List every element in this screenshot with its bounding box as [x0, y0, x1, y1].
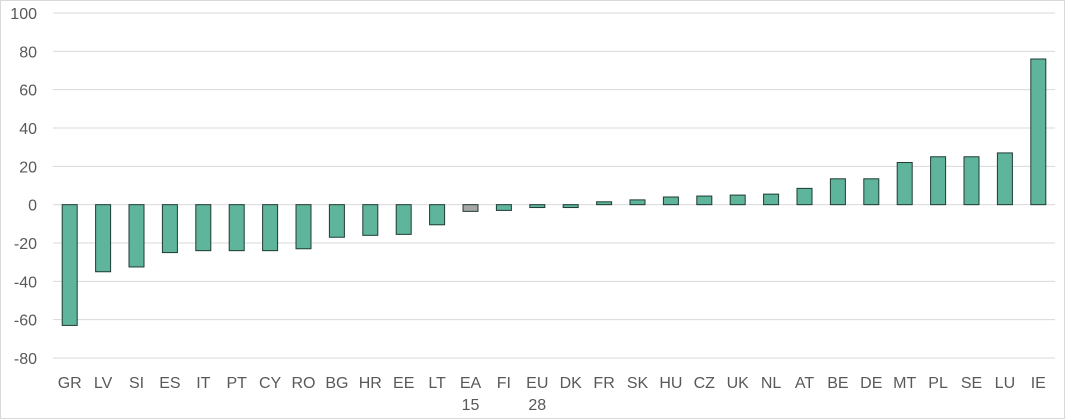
x-tick-label: EA [460, 375, 482, 392]
x-tick-label: LU [995, 375, 1015, 392]
x-tick-label: 28 [528, 397, 546, 414]
bar-se [963, 156, 980, 206]
x-tick-label: GR [58, 375, 82, 392]
x-tick-label: BG [325, 375, 348, 392]
x-tick-label: CY [259, 375, 282, 392]
x-tick-label: EE [393, 375, 414, 392]
x-tick-label: BE [827, 375, 848, 392]
x-tick-label: MT [893, 375, 916, 392]
y-tick-label: 60 [19, 83, 37, 100]
x-tick-label: FI [497, 375, 511, 392]
x-tick-label: IE [1031, 375, 1046, 392]
x-tick-label: RO [292, 375, 316, 392]
bar-cy [262, 204, 279, 252]
bar-lv [95, 204, 112, 273]
x-tick-label: UK [727, 375, 750, 392]
y-tick-label: -40 [14, 274, 37, 291]
x-tick-label: ES [159, 375, 180, 392]
x-tick-label: PL [928, 375, 948, 392]
bar-mt [896, 162, 913, 206]
x-tick-label: DK [560, 375, 583, 392]
bar-lu [996, 152, 1013, 206]
x-tick-label: NL [761, 375, 782, 392]
bar-eu-28 [529, 204, 546, 209]
bar-lt [429, 204, 446, 226]
bar-es [161, 204, 178, 254]
bar-nl [763, 193, 780, 206]
bar-ee [395, 204, 412, 235]
y-tick-label: -20 [14, 236, 37, 253]
x-tick-label: HU [659, 375, 682, 392]
x-tick-label: SI [129, 375, 144, 392]
bar-hu [662, 196, 679, 206]
x-tick-label: LT [428, 375, 446, 392]
y-tick-label: 20 [19, 159, 37, 176]
x-tick-label: DE [860, 375, 882, 392]
x-tick-label: PT [226, 375, 247, 392]
bar-si [128, 204, 145, 268]
x-tick-label: SE [961, 375, 982, 392]
bar-bg [328, 204, 345, 238]
bar-pt [228, 204, 245, 252]
x-tick-label: IT [196, 375, 210, 392]
y-tick-label: 40 [19, 121, 37, 138]
bar-fr [596, 201, 613, 206]
bar-dk [562, 204, 579, 209]
x-tick-label: HR [359, 375, 382, 392]
bar-ea-15 [462, 204, 479, 212]
x-tick-label: LV [94, 375, 113, 392]
x-tick-label: SK [627, 375, 649, 392]
bar-uk [729, 194, 746, 206]
y-tick-label: 100 [10, 6, 37, 23]
y-tick-label: 80 [19, 44, 37, 61]
y-tick-label: -80 [14, 351, 37, 368]
x-tick-label: 15 [462, 397, 480, 414]
bar-gr [61, 204, 78, 326]
x-tick-label: EU [526, 375, 548, 392]
bar-cz [696, 195, 713, 206]
bar-fi [495, 204, 512, 211]
bar-ro [295, 204, 312, 250]
bar-it [195, 204, 212, 252]
bar-at [796, 187, 813, 206]
bar-ie [1030, 58, 1047, 206]
y-tick-label: -60 [14, 313, 37, 330]
bar-hr [362, 204, 379, 236]
bar-sk [629, 199, 646, 206]
bar-pl [930, 156, 947, 206]
bar-be [829, 178, 846, 206]
x-tick-label: AT [795, 375, 814, 392]
x-tick-label: FR [593, 375, 614, 392]
x-tick-label: CZ [694, 375, 716, 392]
bar-de [863, 178, 880, 206]
y-tick-label: 0 [28, 198, 37, 215]
